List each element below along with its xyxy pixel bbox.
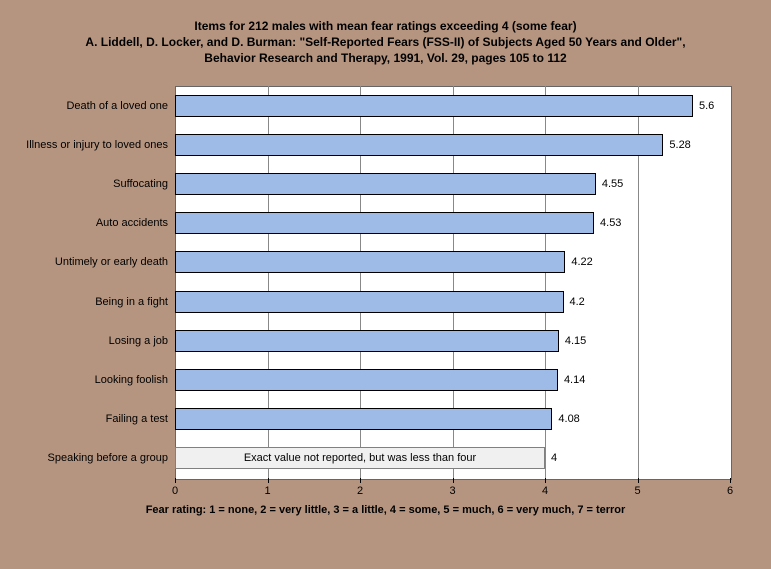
bar — [175, 408, 552, 430]
x-tick — [453, 478, 454, 483]
bar — [175, 330, 559, 352]
x-tick — [268, 478, 269, 483]
bar — [175, 291, 564, 313]
category-label: Death of a loved one — [66, 100, 168, 112]
chart-title-line: A. Liddell, D. Locker, and D. Burman: "S… — [0, 34, 771, 50]
chart-title: Items for 212 males with mean fear ratin… — [0, 18, 771, 67]
bar-value-label: 4.53 — [600, 217, 621, 229]
bar — [175, 212, 594, 234]
x-tick-label: 2 — [357, 485, 363, 497]
x-tick-label: 1 — [264, 485, 270, 497]
chart-title-line: Items for 212 males with mean fear ratin… — [0, 18, 771, 34]
x-tick — [730, 478, 731, 483]
x-tick-label: 6 — [727, 485, 733, 497]
x-tick — [175, 478, 176, 483]
category-label: Failing a test — [106, 413, 168, 425]
category-label: Untimely or early death — [55, 256, 168, 268]
x-tick-label: 0 — [172, 485, 178, 497]
x-axis-caption: Fear rating: 1 = none, 2 = very little, … — [0, 504, 771, 516]
category-label: Being in a fight — [95, 296, 168, 308]
bar-inner-text: Exact value not reported, but was less t… — [244, 452, 476, 464]
bar — [175, 173, 596, 195]
x-tick-label: 4 — [542, 485, 548, 497]
bar — [175, 251, 565, 273]
chart-title-line: Behavior Research and Therapy, 1991, Vol… — [0, 50, 771, 66]
category-label: Speaking before a group — [48, 452, 168, 464]
bar — [175, 134, 663, 156]
bar-value-label: 4.2 — [570, 296, 585, 308]
bar — [175, 95, 693, 117]
category-label: Suffocating — [113, 178, 168, 190]
x-tick-label: 3 — [449, 485, 455, 497]
bar-value-label: 4 — [551, 452, 557, 464]
bar-value-label: 4.22 — [571, 256, 592, 268]
category-label: Illness or injury to loved ones — [26, 139, 168, 151]
category-label: Auto accidents — [96, 217, 168, 229]
x-tick — [360, 478, 361, 483]
bar-value-label: 4.14 — [564, 374, 585, 386]
bar-value-label: 5.28 — [669, 139, 690, 151]
x-tick — [545, 478, 546, 483]
category-label: Losing a job — [109, 335, 168, 347]
bar-value-label: 4.08 — [558, 413, 579, 425]
bar — [175, 369, 558, 391]
bar-value-label: 4.55 — [602, 178, 623, 190]
category-label: Looking foolish — [95, 374, 168, 386]
x-tick — [638, 478, 639, 483]
bar-value-label: 4.15 — [565, 335, 586, 347]
bar-value-label: 5.6 — [699, 100, 714, 112]
x-tick-label: 5 — [634, 485, 640, 497]
